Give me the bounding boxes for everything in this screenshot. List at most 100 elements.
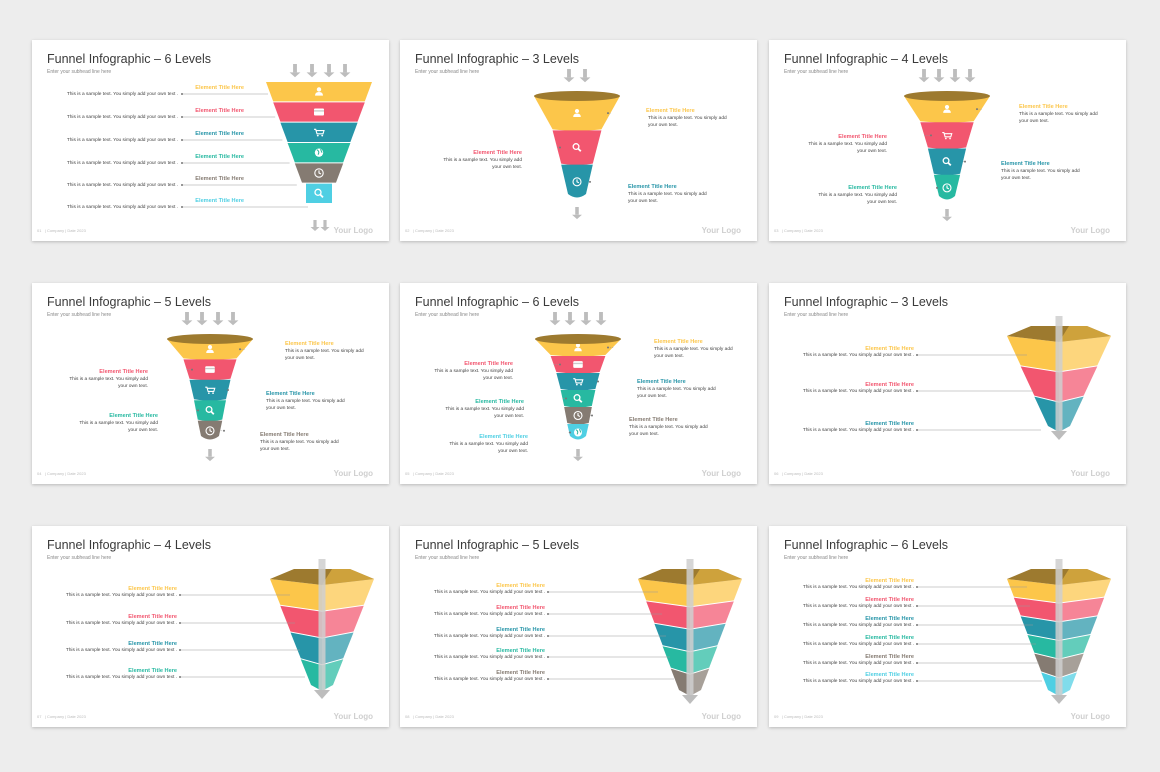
funnel-segment xyxy=(280,122,358,142)
element-title: Element Title Here xyxy=(865,672,914,678)
down-arrow-icon xyxy=(563,69,575,83)
clock-icon xyxy=(572,177,582,187)
element-description: This is a sample text. You simply add yo… xyxy=(65,621,177,626)
element-title: Element Title Here xyxy=(473,150,522,156)
search-icon xyxy=(573,394,583,403)
element-title: Element Title Here xyxy=(654,339,703,345)
slide-title: Funnel Infographic – 3 Levels xyxy=(784,295,948,309)
element-title: Element Title Here xyxy=(628,184,677,190)
connector-dot xyxy=(223,429,225,432)
company-date: | Company | Date 2023 xyxy=(44,714,86,719)
funnel-graphic xyxy=(535,312,621,462)
connector-dot xyxy=(607,112,609,115)
slide-subhead: Enter your subhead line here xyxy=(415,69,480,75)
slide-subhead: Enter your subhead line here xyxy=(784,555,849,561)
page-number: 05 xyxy=(405,471,410,476)
company-date: | Company | Date 2023 xyxy=(44,228,86,233)
funnel-rim-inner xyxy=(1059,326,1111,342)
connector-dot xyxy=(916,643,918,645)
down-arrow-icon xyxy=(564,312,576,326)
slide-funnel-3d-5-levels[interactable]: Funnel Infographic – 5 Levels Enter your… xyxy=(400,526,757,727)
down-arrow-icon xyxy=(682,695,698,704)
search-icon xyxy=(942,157,952,167)
connector-dot xyxy=(547,678,549,680)
slide-funnel-3d-4-levels[interactable]: Funnel Infographic – 4 Levels Enter your… xyxy=(32,526,389,727)
funnel-segment xyxy=(167,339,253,360)
element-description: This is a sample text. You simply add yo… xyxy=(66,138,178,143)
down-arrow-icon xyxy=(310,220,320,231)
connector-dot xyxy=(916,429,918,431)
element-description: This is a sample text. You simply add yo… xyxy=(65,648,177,653)
connector-dot xyxy=(547,591,549,593)
element-description: This is a sample text. You simply add yo… xyxy=(818,193,897,205)
funnel-segment-shade xyxy=(322,579,374,611)
slide-subhead: Enter your subhead line here xyxy=(47,312,112,318)
funnel-segment xyxy=(1034,653,1059,678)
logo-placeholder: Your Logo xyxy=(1070,226,1110,235)
element-description: This is a sample text. You simply add yo… xyxy=(449,442,528,454)
connector-dot xyxy=(181,93,183,95)
connector-dot xyxy=(559,146,561,149)
slide-funnel-3-levels[interactable]: Funnel Infographic – 3 Levels Enter your… xyxy=(400,40,757,241)
slide-subhead: Enter your subhead line here xyxy=(415,312,480,318)
funnel-segment-shade xyxy=(322,605,364,638)
element-description: This is a sample text. You simply add yo… xyxy=(802,604,914,609)
element-title: Element Title Here xyxy=(195,108,244,114)
funnel-segment xyxy=(920,122,974,149)
funnel-graphic xyxy=(916,559,1111,704)
shopping-cart-icon xyxy=(205,386,216,394)
slide-title: Funnel Infographic – 6 Levels xyxy=(47,52,211,66)
element-title: Element Title Here xyxy=(266,391,315,397)
element-title: Element Title Here xyxy=(646,108,695,114)
down-arrow-icon xyxy=(573,449,583,462)
connector-dot xyxy=(227,389,229,391)
page-number: 02 xyxy=(405,228,410,233)
funnel-pipe xyxy=(686,559,694,695)
element-title: Element Title Here xyxy=(99,369,148,375)
logo-placeholder: Your Logo xyxy=(1070,469,1110,478)
slide-title: Funnel Infographic – 6 Levels xyxy=(415,295,579,309)
connector-dot xyxy=(976,108,978,111)
connector-dot xyxy=(569,431,571,434)
funnel-segment-shade xyxy=(1059,616,1098,640)
down-arrow-icon xyxy=(181,312,193,326)
globe-icon xyxy=(574,428,582,437)
slide-subhead: Enter your subhead line here xyxy=(784,69,849,75)
connector-dot xyxy=(589,180,591,183)
connector-dot xyxy=(179,676,181,678)
page-number: 09 xyxy=(774,714,779,719)
funnel-segment xyxy=(189,379,231,401)
page-number: 07 xyxy=(37,714,42,719)
slide-subhead: Enter your subhead line here xyxy=(47,555,112,561)
element-description: This is a sample text. You simply add yo… xyxy=(802,679,914,684)
funnel-segment xyxy=(270,579,322,611)
funnel-segment xyxy=(535,339,621,357)
element-description: This is a sample text. You simply add yo… xyxy=(802,585,914,590)
slide-title: Funnel Infographic – 4 Levels xyxy=(47,538,211,552)
slide-footer: 04 | Company | Date 2023 xyxy=(37,471,86,476)
element-description: This is a sample text. You simply add yo… xyxy=(628,192,707,204)
down-arrow-icon xyxy=(942,209,952,222)
funnel-segment-shade xyxy=(1059,635,1091,659)
funnel-segment xyxy=(552,130,602,166)
connector-dot xyxy=(181,184,183,186)
connector-dot xyxy=(181,162,183,164)
user-icon xyxy=(574,343,582,352)
down-arrow-icon xyxy=(289,64,301,78)
funnel-graphic xyxy=(904,69,990,222)
element-title: Element Title Here xyxy=(1001,161,1050,167)
slide-funnel-4-levels[interactable]: Funnel Infographic – 4 Levels Enter your… xyxy=(769,40,1126,241)
credit-card-icon xyxy=(314,108,324,116)
slide-funnel-6-levels[interactable]: Funnel Infographic – 6 Levels Enter your… xyxy=(32,40,389,241)
funnel-graphic xyxy=(547,559,742,704)
slide-funnel-3d-6-levels[interactable]: Funnel Infographic – 6 Levels Enter your… xyxy=(769,526,1126,727)
slide-footer: 06 | Company | Date 2023 xyxy=(774,471,823,476)
slide-funnel-6-levels-round[interactable]: Funnel Infographic – 6 Levels Enter your… xyxy=(400,283,757,484)
page-number: 06 xyxy=(774,471,779,476)
element-title: Element Title Here xyxy=(865,654,914,660)
element-description: This is a sample text. You simply add yo… xyxy=(434,369,513,381)
slide-funnel-5-levels[interactable]: Funnel Infographic – 5 Levels Enter your… xyxy=(32,283,389,484)
down-arrow-icon xyxy=(949,69,961,83)
slide-funnel-3d-3-levels[interactable]: Funnel Infographic – 3 Levels Enter your… xyxy=(769,283,1126,484)
funnel-rim xyxy=(904,91,990,101)
